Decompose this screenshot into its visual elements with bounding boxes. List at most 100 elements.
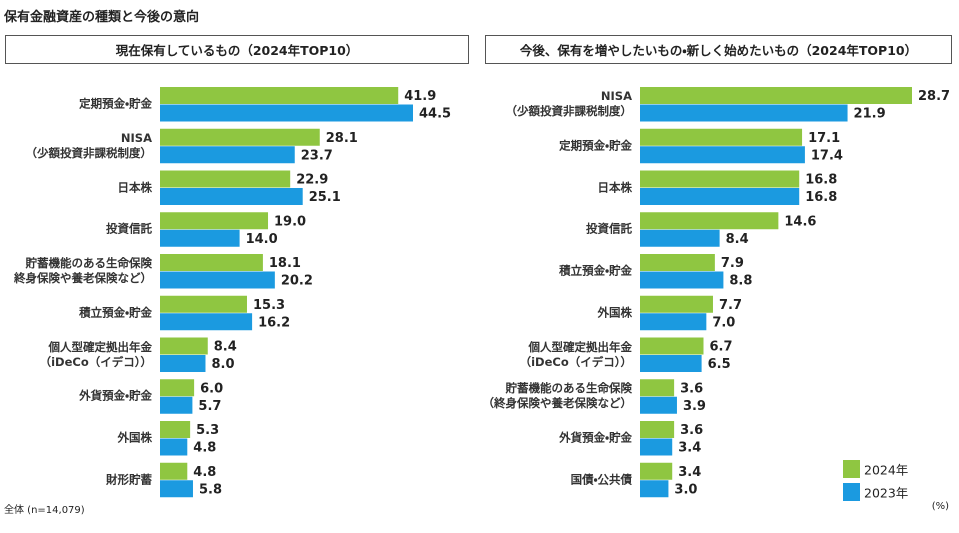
value-label: 28.1 — [326, 131, 358, 146]
legend-label: 2024年 — [864, 462, 909, 478]
category-label: 積立預金・貯金 — [79, 305, 152, 320]
category-label: 積立預金・貯金 — [559, 263, 632, 278]
bar — [640, 87, 912, 104]
value-label: 22.9 — [296, 173, 328, 188]
value-label: 6.7 — [709, 340, 732, 355]
value-label: 4.8 — [193, 441, 216, 456]
legend-swatch — [843, 483, 860, 501]
bar — [160, 229, 240, 247]
bar — [160, 480, 193, 498]
value-label: 3.0 — [674, 482, 697, 497]
sample-note: 全体 (n=14,079) — [4, 505, 85, 516]
category-label: 外貨預金・貯金 — [79, 388, 152, 403]
value-label: 8.4 — [214, 340, 237, 355]
value-label: 3.4 — [678, 441, 701, 456]
bar — [160, 212, 269, 230]
value-label: 8.0 — [211, 357, 234, 372]
value-label: 17.4 — [811, 148, 843, 163]
bar — [640, 170, 800, 188]
value-label: 7.7 — [719, 298, 742, 313]
bar — [640, 480, 669, 498]
category-label: 貯蓄機能のある生命保険 （終身保険や養老保険など） — [482, 381, 633, 411]
category-label: 定期預金・貯金 — [559, 138, 632, 153]
bar — [640, 254, 715, 271]
bar — [160, 170, 291, 188]
value-label: 41.9 — [404, 89, 436, 104]
bar — [640, 396, 677, 414]
value-label: 6.0 — [200, 381, 223, 396]
category-label: NISA （少額投資非課税制度） — [25, 130, 153, 160]
value-label: 7.0 — [712, 315, 735, 330]
category-label: 貯蓄機能のある生命保険 終身保険や養老保険など） — [14, 256, 152, 285]
value-label: 21.9 — [854, 107, 886, 122]
category-label: 個人型確定拠出年金 （iDeCo（イデコ）） — [39, 339, 152, 369]
legend-label: 2023年 — [864, 485, 909, 501]
bar — [160, 421, 191, 438]
value-label: 16.8 — [805, 173, 837, 188]
bar — [640, 421, 675, 438]
value-label: 14.0 — [246, 232, 278, 247]
bar — [640, 462, 673, 480]
value-label: 3.4 — [678, 465, 701, 480]
bar — [160, 462, 188, 480]
category-label: 財形貯蓄 — [106, 472, 152, 487]
bar — [640, 271, 724, 289]
value-label: 16.8 — [805, 190, 837, 205]
category-label: 国債・公共債 — [570, 472, 632, 487]
value-label: 17.1 — [808, 131, 840, 146]
bar — [160, 355, 206, 372]
value-label: 8.4 — [726, 232, 749, 247]
bar — [160, 146, 295, 164]
value-label: 16.2 — [258, 315, 290, 330]
value-label: 28.7 — [918, 89, 950, 104]
bar — [640, 438, 673, 456]
bar — [640, 146, 805, 164]
bar — [160, 337, 208, 355]
value-label: 3.6 — [680, 381, 703, 396]
value-label: 14.6 — [784, 214, 816, 229]
category-label: 個人型確定拠出年金 （iDeCo（イデコ）） — [519, 339, 632, 369]
value-label: 25.1 — [309, 190, 341, 205]
bar — [640, 229, 720, 247]
value-label: 3.6 — [680, 423, 703, 438]
value-label: 15.3 — [253, 298, 285, 313]
value-label: 23.7 — [301, 148, 333, 163]
main-title: 保有金融資産の種類と今後の意向 — [4, 10, 200, 25]
category-label: 外貨預金・貯金 — [559, 430, 632, 445]
value-label: 20.2 — [281, 274, 313, 289]
bar — [640, 295, 713, 313]
bar — [640, 128, 803, 146]
bar — [160, 254, 263, 271]
bar — [160, 188, 303, 205]
category-label: 外国株 — [597, 305, 633, 320]
value-label: 7.9 — [721, 256, 744, 271]
category-label: 投資信託 — [586, 221, 632, 236]
bar — [160, 438, 188, 456]
bar — [640, 313, 707, 331]
bar — [160, 313, 253, 331]
category-label: 定期預金・貯金 — [79, 96, 152, 111]
value-label: 8.8 — [729, 274, 752, 289]
unit-note: (%) — [931, 501, 949, 512]
category-label: 外国株 — [117, 430, 153, 445]
category-label: NISA （少額投資非課税制度） — [505, 89, 633, 118]
value-label: 19.0 — [274, 214, 306, 229]
value-label: 6.5 — [708, 357, 731, 372]
bar — [160, 87, 399, 104]
value-label: 4.8 — [193, 465, 216, 480]
panel-title: 現在保有しているもの（2024年TOP10） — [5, 35, 469, 64]
bar — [640, 355, 702, 372]
bar — [160, 271, 275, 289]
value-label: 5.8 — [199, 482, 222, 497]
category-label: 投資信託 — [106, 221, 152, 236]
value-label: 44.5 — [419, 107, 451, 122]
bar — [640, 188, 800, 205]
bar — [160, 379, 195, 397]
value-label: 3.9 — [683, 399, 706, 414]
bar — [160, 128, 320, 146]
bar — [640, 337, 704, 355]
bar — [160, 396, 193, 414]
bar — [640, 379, 675, 397]
